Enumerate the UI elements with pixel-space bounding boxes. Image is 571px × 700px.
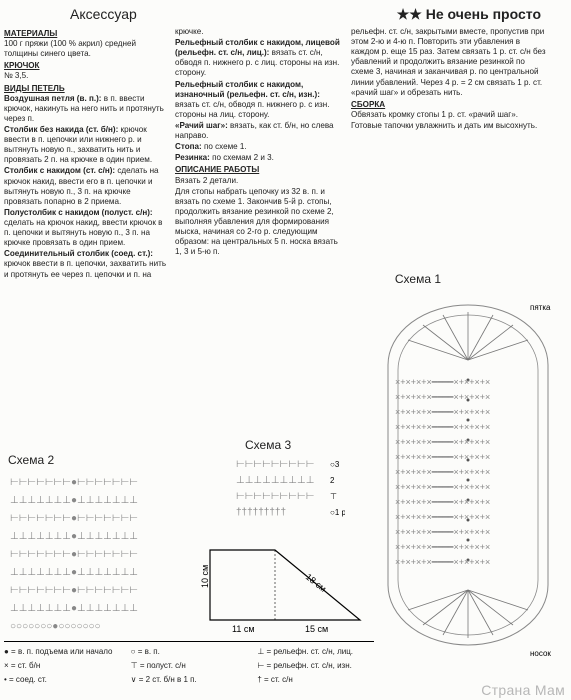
legend-item: ○ = в. п. <box>131 646 248 658</box>
hook-heading: КРЮЧОК <box>4 61 169 71</box>
column-3: рельефн. ст. с/н, закрытыми вместе, проп… <box>351 27 546 281</box>
svg-text:18 см: 18 см <box>304 572 328 594</box>
svg-text:○○○○○○○●○○○○○○○: ○○○○○○○●○○○○○○○ <box>10 621 101 632</box>
svg-text:×+×+×+×━━━━×+×+×+×: ×+×+×+×━━━━×+×+×+× <box>395 542 490 552</box>
legend-item: • = соед. ст. <box>4 674 121 686</box>
svg-text:×+×+×+×━━━━×+×+×+×: ×+×+×+×━━━━×+×+×+× <box>395 527 490 537</box>
legend: ● = в. п. подъема или начало ○ = в. п. ⊥… <box>4 641 374 686</box>
svg-text:×+×+×+×━━━━×+×+×+×: ×+×+×+×━━━━×+×+×+× <box>395 392 490 402</box>
desc2-text: Для стопы набрать цепочку из 32 в. п. и … <box>175 187 345 258</box>
svg-text:⊥⊥⊥⊥⊥⊥⊥●⊥⊥⊥⊥⊥⊥⊥: ⊥⊥⊥⊥⊥⊥⊥●⊥⊥⊥⊥⊥⊥⊥ <box>10 495 138 506</box>
rel2-text: Рельефный столбик с накидом, изнаночный … <box>175 80 345 120</box>
materials-text: 100 г пряжи (100 % акрил) средней толщин… <box>4 39 169 59</box>
schema1-label: Схема 1 <box>395 272 441 286</box>
watermark: Страна Мам <box>481 682 565 698</box>
sbn-text: Столбик без накида (ст. б/н): крючок вве… <box>4 125 169 165</box>
psn-text: Полустолбик с накидом (полуст. с/н): сде… <box>4 208 169 248</box>
legend-item: ∨ = 2 ст. б/н в 1 п. <box>131 674 248 686</box>
svg-text:⊥⊥⊥⊥⊥⊥⊥●⊥⊥⊥⊥⊥⊥⊥: ⊥⊥⊥⊥⊥⊥⊥●⊥⊥⊥⊥⊥⊥⊥ <box>10 567 138 578</box>
desc-heading: ОПИСАНИЕ РАБОТЫ <box>175 165 345 175</box>
stitches-heading: ВИДЫ ПЕТЕЛЬ <box>4 84 169 94</box>
schema2-diagram: ⊢⊢⊢⊢⊢⊢⊢●⊢⊢⊢⊢⊢⊢⊢ ⊥⊥⊥⊥⊥⊥⊥●⊥⊥⊥⊥⊥⊥⊥ ⊢⊢⊢⊢⊢⊢⊢●… <box>6 470 176 640</box>
legend-item: † = ст. с/н <box>257 674 374 686</box>
hook-text: № 3,5. <box>4 71 169 81</box>
assembly2-text: Готовые тапочки увлажнить и дать им высо… <box>351 121 546 131</box>
svg-text:×+×+×+×━━━━×+×+×+×: ×+×+×+×━━━━×+×+×+× <box>395 422 490 432</box>
vp-text: Воздушная петля (в. п.): в п. ввести крю… <box>4 94 169 124</box>
col3-cont: рельефн. ст. с/н, закрытыми вместе, проп… <box>351 27 546 98</box>
assembly1-text: Обвязать кромку стопы 1 р. ст. «рачий ша… <box>351 110 546 120</box>
svg-text:пятка: пятка <box>530 303 551 312</box>
svg-text:⊤: ⊤ <box>330 492 337 501</box>
legend-item: × = ст. б/н <box>4 660 121 672</box>
svg-text:⊢⊢⊢⊢⊢⊢⊢⊢⊢: ⊢⊢⊢⊢⊢⊢⊢⊢⊢ <box>236 459 314 470</box>
column-2: крючке. Рельефный столбик с накидом, лиц… <box>175 27 345 281</box>
svg-text:×+×+×+×━━━━×+×+×+×: ×+×+×+×━━━━×+×+×+× <box>395 467 490 477</box>
svg-text:⊥⊥⊥⊥⊥⊥⊥●⊥⊥⊥⊥⊥⊥⊥: ⊥⊥⊥⊥⊥⊥⊥●⊥⊥⊥⊥⊥⊥⊥ <box>10 531 138 542</box>
desc1-text: Вязать 2 детали. <box>175 176 345 186</box>
shape-diagram: 10 см 11 см 15 см 18 см <box>200 540 370 635</box>
col2-cont: крючке. <box>175 27 345 37</box>
svg-text:×+×+×+×━━━━×+×+×+×: ×+×+×+×━━━━×+×+×+× <box>395 557 490 567</box>
schema3-diagram: ⊢⊢⊢⊢⊢⊢⊢⊢⊢ ○3 ⊥⊥⊥⊥⊥⊥⊥⊥⊥ 2 ⊢⊢⊢⊢⊢⊢⊢⊢⊢ ⊤ ††††††… <box>230 455 345 525</box>
svg-text:○1 р.: ○1 р. <box>330 508 345 517</box>
svg-text:⊢⊢⊢⊢⊢⊢⊢●⊢⊢⊢⊢⊢⊢⊢: ⊢⊢⊢⊢⊢⊢⊢●⊢⊢⊢⊢⊢⊢⊢ <box>10 549 138 560</box>
svg-text:11 см: 11 см <box>232 624 255 634</box>
legend-item: ⊤ = полуст. с/н <box>131 660 248 672</box>
svg-text:×+×+×+×━━━━×+×+×+×: ×+×+×+×━━━━×+×+×+× <box>395 452 490 462</box>
ssn-text: Столбик с накидом (ст. с/н): сделать на … <box>4 166 169 206</box>
svg-text:⊢⊢⊢⊢⊢⊢⊢●⊢⊢⊢⊢⊢⊢⊢: ⊢⊢⊢⊢⊢⊢⊢●⊢⊢⊢⊢⊢⊢⊢ <box>10 585 138 596</box>
column-1: МАТЕРИАЛЫ 100 г пряжи (100 % акрил) сред… <box>4 27 169 281</box>
svg-text:×+×+×+×━━━━×+×+×+×: ×+×+×+×━━━━×+×+×+× <box>395 377 490 387</box>
assembly-heading: СБОРКА <box>351 100 546 110</box>
stopa-text: Стопа: по схеме 1. <box>175 142 345 152</box>
svg-text:○3: ○3 <box>330 460 340 469</box>
legend-item: ● = в. п. подъема или начало <box>4 646 121 658</box>
svg-text:†††††††††: ††††††††† <box>236 507 286 518</box>
svg-text:⊥⊥⊥⊥⊥⊥⊥⊥⊥: ⊥⊥⊥⊥⊥⊥⊥⊥⊥ <box>236 475 314 486</box>
svg-text:⊢⊢⊢⊢⊢⊢⊢⊢⊢: ⊢⊢⊢⊢⊢⊢⊢⊢⊢ <box>236 491 314 502</box>
soed-text: Соединительный столбик (соед. ст.): крюч… <box>4 249 169 279</box>
materials-heading: МАТЕРИАЛЫ <box>4 29 169 39</box>
difficulty-label: ★★ Не очень просто <box>397 6 541 23</box>
svg-text:⊢⊢⊢⊢⊢⊢⊢●⊢⊢⊢⊢⊢⊢⊢: ⊢⊢⊢⊢⊢⊢⊢●⊢⊢⊢⊢⊢⊢⊢ <box>10 513 138 524</box>
svg-text:×+×+×+×━━━━×+×+×+×: ×+×+×+×━━━━×+×+×+× <box>395 407 490 417</box>
schema2-label: Схема 2 <box>8 453 54 467</box>
legend-item: ⊥ = рельефн. ст. с/н, лиц. <box>257 646 374 658</box>
svg-text:×+×+×+×━━━━×+×+×+×: ×+×+×+×━━━━×+×+×+× <box>395 512 490 522</box>
svg-text:⊥⊥⊥⊥⊥⊥⊥●⊥⊥⊥⊥⊥⊥⊥: ⊥⊥⊥⊥⊥⊥⊥●⊥⊥⊥⊥⊥⊥⊥ <box>10 603 138 614</box>
stars-icon: ★★ <box>397 6 422 22</box>
svg-text:×+×+×+×━━━━×+×+×+×: ×+×+×+×━━━━×+×+×+× <box>395 482 490 492</box>
schema3-label: Схема 3 <box>245 438 291 452</box>
page-title: Аксессуар <box>70 6 137 23</box>
svg-text:носок: носок <box>530 649 551 658</box>
svg-text:10 см: 10 см <box>200 565 210 588</box>
rez-text: Резинка: по схемам 2 и 3. <box>175 153 345 163</box>
svg-text:15 см: 15 см <box>305 624 328 634</box>
svg-text:×+×+×+×━━━━×+×+×+×: ×+×+×+×━━━━×+×+×+× <box>395 497 490 507</box>
legend-item: ⊢ = рельефн. ст. с/н, изн. <box>257 660 374 672</box>
rach-text: «Рачий шаг»: вязать, как ст. б/н, но сле… <box>175 121 345 141</box>
svg-text:×+×+×+×━━━━×+×+×+×: ×+×+×+×━━━━×+×+×+× <box>395 437 490 447</box>
schema1-diagram: пятка носок ×+×+×+×━━━━×+×+×+× ×+×+×+×━━… <box>373 290 563 660</box>
svg-text:⊢⊢⊢⊢⊢⊢⊢●⊢⊢⊢⊢⊢⊢⊢: ⊢⊢⊢⊢⊢⊢⊢●⊢⊢⊢⊢⊢⊢⊢ <box>10 477 138 488</box>
rel1-text: Рельефный столбик с накидом, лицевой (ре… <box>175 38 345 78</box>
svg-text:2: 2 <box>330 476 335 485</box>
